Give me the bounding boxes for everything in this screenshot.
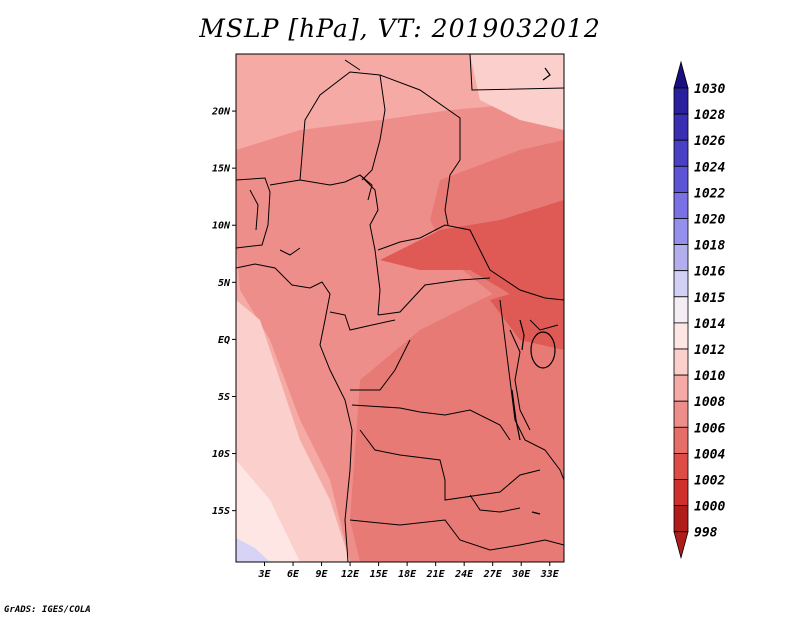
lat-tick-label: 5S [218,392,230,403]
lon-tick-label: 30E [511,569,531,580]
colorbar-segment [673,218,689,246]
lon-tick-label: 6E [287,569,300,580]
latitude-axis: 20N 15N 10N 5N EQ 5S 10S 15S [211,107,236,517]
colorbar-bottom-arrow [673,531,689,560]
colorbar-segment [673,244,689,272]
colorbar-segment [673,139,689,167]
lon-tick-label: 24E [454,569,474,580]
colorbar-segment [673,348,689,376]
lat-tick-label: 15S [212,506,230,517]
colorbar-level-label: 1014 [694,317,725,332]
lat-tick-label: 15N [212,164,231,175]
field-1015-atlantic [236,538,270,562]
map-frame [235,53,565,563]
colorbar-level-label: 1002 [694,474,725,489]
colorbar-segment [673,452,689,480]
colorbar-segment [673,479,689,507]
colorbar-level-label: 1015 [694,291,725,306]
colorbar-segment [673,322,689,350]
colorbar-level-label: 1024 [694,160,725,175]
colorbar-level-label: 1030 [694,82,725,97]
country-borders [236,54,564,562]
field-1014-atlantic [236,460,300,562]
lakes [511,67,556,515]
colorbar-level-label: 1018 [694,239,725,254]
colorbar: 1030 1028 1026 1024 1022 1020 1018 1016 1015 1014… [673,60,725,560]
lon-tick-label: 21E [426,569,446,580]
lat-tick-label: 20N [211,107,231,118]
lat-tick-label: 5N [218,278,231,289]
grads-credit: GrADS: IGES/COLA [4,605,91,615]
colorbar-segment [673,296,689,324]
colorbar-segment [673,505,689,533]
lon-tick-label: 3E [257,569,271,580]
field-1012-northeast [470,54,564,130]
lon-tick-label: 27E [483,569,503,580]
lat-tick-label: EQ [218,335,230,346]
field-1004-lakes [490,285,564,350]
colorbar-segment [673,113,689,141]
colorbar-level-label: 1028 [694,108,725,123]
longitude-axis: 3E 6E 9E 12E 15E 18E 21E 24E 27E 30E 33E [257,562,560,580]
lat-tick-label: 10N [212,221,231,232]
colorbar-level-label: 998 [694,526,718,541]
lon-tick-label: 9E [316,569,329,580]
colorbar-segment [673,270,689,298]
plot-title: MSLP [hPa], VT: 2019032012 [199,14,601,43]
colorbar-level-label: 1006 [694,421,725,436]
lat-tick-label: 10S [212,449,230,460]
colorbar-level-label: 1026 [694,134,725,149]
colorbar-segment [673,374,689,402]
lon-tick-label: 12E [341,569,360,580]
colorbar-top-arrow [673,60,689,89]
colorbar-segment [673,426,689,454]
colorbar-level-label: 1010 [694,369,725,384]
colorbar-level-label: 1016 [694,265,725,280]
lon-tick-label: 33E [540,569,560,580]
colorbar-level-label: 1004 [694,447,725,462]
colorbar-segment [673,400,689,428]
colorbar-segment [673,165,689,193]
colorbar-level-label: 1020 [694,213,725,228]
colorbar-segment [673,191,689,219]
colorbar-level-label: 1008 [694,395,725,410]
colorbar-segment [673,87,689,115]
lon-tick-label: 15E [370,569,389,580]
lon-tick-label: 18E [398,569,417,580]
field-1006-region [350,260,564,562]
colorbar-level-label: 1012 [694,343,725,358]
colorbar-level-label: 1000 [694,500,725,515]
colorbar-level-label: 1022 [694,186,725,201]
pressure-field [236,54,564,562]
